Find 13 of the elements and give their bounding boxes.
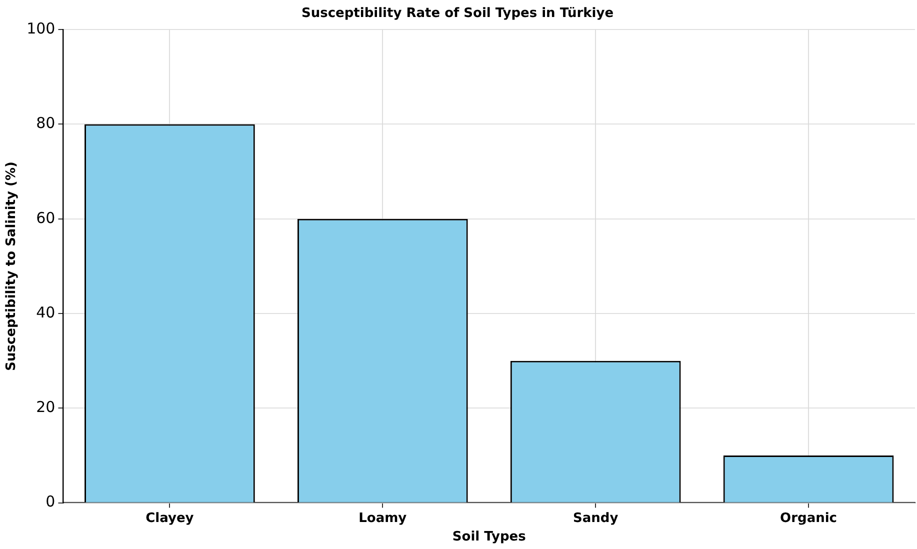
y-tick-label: 100 — [26, 19, 56, 38]
y-tick-label: 80 — [36, 114, 56, 132]
x-tick-label: Loamy — [358, 510, 408, 526]
y-tick-label: 0 — [46, 492, 56, 511]
y-axis-title: Susceptibility to Salinity (%) — [4, 162, 20, 371]
y-tick-label: 40 — [36, 303, 56, 322]
x-tick-label: Sandy — [573, 510, 619, 526]
x-axis-title: Soil Types — [452, 530, 526, 545]
x-tick-label: Organic — [780, 510, 838, 526]
y-tick-label: 60 — [36, 208, 56, 227]
y-tick-label: 20 — [36, 398, 56, 416]
chart-title: Susceptibility Rate of Soil Types in Türkiye — [301, 6, 614, 22]
x-tick-label: Clayey — [146, 510, 194, 526]
